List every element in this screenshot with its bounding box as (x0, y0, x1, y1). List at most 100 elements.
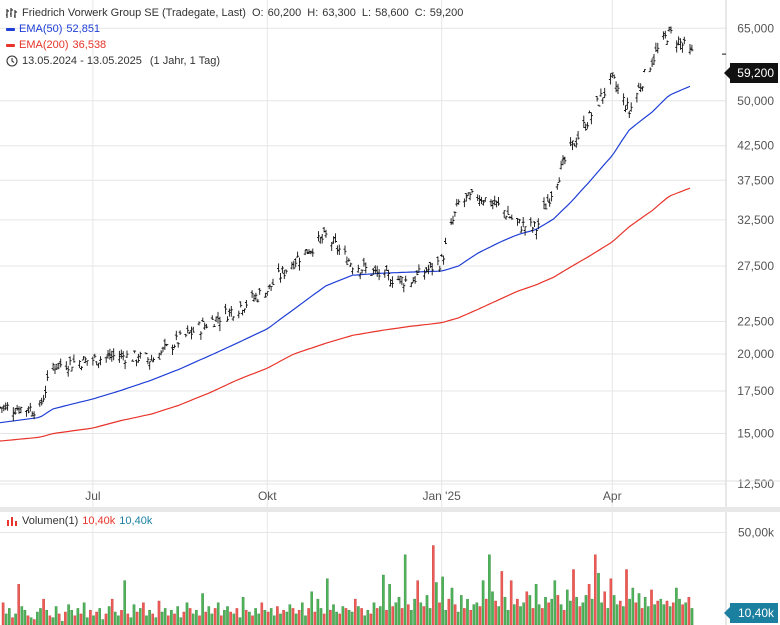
price-bar (148, 361, 152, 370)
price-bar (635, 92, 639, 103)
volume-bar (341, 606, 345, 625)
price-bar (66, 365, 70, 377)
price-bar (296, 251, 300, 258)
price-bar (677, 36, 681, 46)
price-bar (502, 210, 506, 218)
price-bar (334, 233, 337, 243)
price-bar (669, 26, 673, 34)
volume-value-1: 10,40k (82, 515, 116, 527)
price-bar (269, 285, 273, 291)
volume-bar (603, 591, 606, 625)
volume-bar (456, 611, 460, 625)
price-bar (462, 198, 466, 208)
price-bar (656, 42, 660, 54)
ohlc-bars-icon[interactable] (6, 7, 18, 19)
volume-bar (622, 606, 625, 625)
price-bar (83, 356, 87, 364)
volume-bar (491, 591, 494, 625)
volume-bar (416, 580, 420, 625)
volume-bar (157, 600, 161, 625)
volume-bar (332, 604, 335, 625)
volume-bar (400, 608, 404, 625)
price-bar (453, 211, 457, 217)
legend-range-row[interactable]: 13.05.2024 - 13.05.2025 (1 Jahr, 1 Tag) (6, 53, 463, 69)
price-bar (436, 256, 440, 266)
price-bar (622, 93, 626, 106)
volume-bar (587, 584, 591, 625)
price-bar (362, 257, 366, 267)
price-bar (226, 316, 229, 322)
price-bar (599, 88, 603, 97)
volume-bar (232, 613, 236, 625)
volume-bar (132, 604, 136, 625)
price-bar (119, 349, 123, 359)
price-bar (364, 262, 368, 274)
legend-ema200-row[interactable]: EMA(200) 36,538 (6, 37, 463, 53)
volume-bar (248, 611, 251, 625)
price-bar (85, 360, 89, 366)
volume-bar (151, 613, 155, 625)
price-bar (210, 315, 214, 320)
price-bar (317, 231, 320, 242)
price-bar (534, 229, 538, 240)
volume-bar (432, 545, 435, 625)
volume-bar (619, 600, 622, 625)
price-bar (294, 258, 298, 268)
legend-ema50-row[interactable]: EMA(50) 52,851 (6, 21, 463, 37)
volume-bar (590, 598, 594, 625)
volume-bar (469, 610, 473, 625)
price-bar (68, 356, 72, 366)
low-value: 58,600 (375, 7, 409, 19)
instrument-name: Friedrich Vorwerk Group SE (Tradegate, L… (22, 7, 246, 19)
volume-bar (547, 602, 550, 625)
price-bar (178, 330, 182, 335)
volume-bar (528, 595, 532, 625)
volume-bar (385, 610, 388, 625)
price-bar (254, 292, 258, 301)
price-bar (690, 44, 694, 52)
price-bar (93, 353, 97, 359)
volume-bar (135, 611, 139, 625)
price-bar (263, 292, 267, 298)
volume-bar (319, 608, 323, 625)
volume-bar (282, 610, 285, 625)
volume-bar (70, 610, 73, 625)
price-bar (133, 350, 137, 354)
volume-bar (475, 602, 479, 625)
ema50-line (0, 85, 691, 424)
volume-bar (659, 598, 663, 625)
price-bar (51, 362, 55, 371)
volume-bar (354, 598, 357, 625)
high-label: H: (307, 7, 319, 19)
volume-bar (260, 602, 264, 625)
volume-bar (522, 602, 525, 625)
price-bar (282, 270, 286, 279)
volume-bar (291, 608, 295, 625)
price-bar (13, 407, 17, 415)
price-bar (227, 308, 231, 317)
price-bar (243, 308, 246, 313)
volume-bar (307, 608, 310, 625)
volume-bar (350, 611, 354, 625)
price-bar (517, 218, 521, 224)
price-bar (108, 348, 112, 360)
volume-bar (550, 598, 553, 625)
volume-bar (366, 610, 370, 625)
price-bar (533, 221, 536, 227)
price-tick-label: 15,000 (737, 427, 774, 441)
price-bar (138, 351, 142, 359)
price-bar (561, 155, 565, 166)
volume-value-2: 10,40k (119, 515, 153, 527)
price-bar (303, 249, 307, 256)
price-bar (358, 272, 362, 280)
volume-tick-label: 50,00k (738, 526, 775, 540)
volume-bar (170, 610, 173, 625)
price-bar (44, 385, 47, 398)
price-bar (81, 356, 85, 361)
volume-bar (687, 597, 691, 625)
price-bar (19, 406, 23, 414)
volume-bar (23, 610, 27, 625)
price-bar (349, 262, 353, 267)
price-bar (370, 274, 373, 276)
